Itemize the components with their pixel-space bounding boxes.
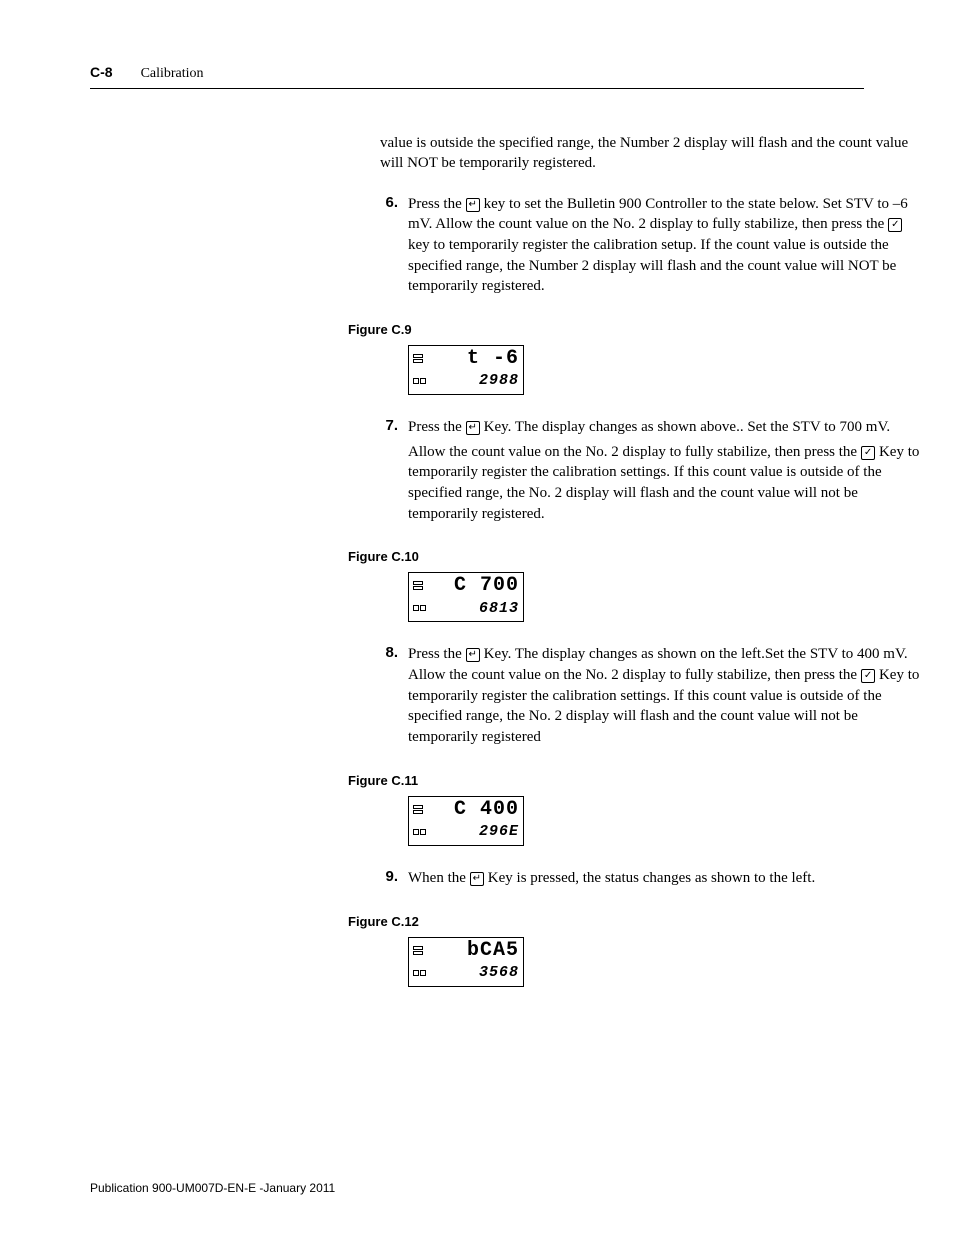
down-key-icon: ✓ [888,218,902,232]
figure-label: Figure C.11 [348,773,418,788]
step-7: 7. Press the ↵ Key. The display changes … [380,417,920,528]
step-number: 9. [380,868,398,893]
display-box-wrap: C 400 296E [408,796,864,846]
step-number: 8. [380,644,398,751]
step-body: When the ↵ Key is pressed, the status ch… [408,868,920,893]
figure-label-wrap: Figure C.12 [348,913,864,931]
publication-footer: Publication 900-UM007D-EN-E -January 201… [90,1181,335,1195]
content-column: value is outside the specified range, th… [380,133,920,301]
page: C-8 Calibration value is outside the spe… [0,0,954,1235]
page-header: C-8 Calibration [90,64,864,82]
display-line-2: 2988 [431,373,519,388]
down-key-icon: ✓ [861,446,875,460]
intro-paragraph: value is outside the specified range, th… [380,133,920,174]
return-key-icon: ↵ [470,872,484,886]
indicator-icons [413,946,431,956]
step-text: Key. The display changes as shown above.… [480,419,890,435]
step-8: 8. Press the ↵ Key. The display changes … [380,644,920,751]
display-line-1: bCA5 [431,941,519,961]
display-row-top: C 400 [413,799,519,821]
display-line-1: C 700 [431,576,519,596]
indicator-icons [413,605,431,611]
indicator-icons [413,829,431,835]
content-column: 7. Press the ↵ Key. The display changes … [380,417,920,528]
step-number: 6. [380,194,398,301]
display-row-bot: 6813 [413,597,519,619]
controller-display: bCA5 3568 [408,937,524,987]
step-body: Press the ↵ Key. The display changes as … [408,417,920,528]
page-number: C-8 [90,64,113,80]
display-row-bot: 2988 [413,370,519,392]
return-key-icon: ↵ [466,648,480,662]
step-number: 7. [380,417,398,528]
step-9: 9. When the ↵ Key is pressed, the status… [380,868,920,893]
display-line-2: 3568 [431,965,519,980]
figure-label: Figure C.10 [348,549,419,564]
display-row-top: C 700 [413,575,519,597]
indicator-icons [413,378,431,384]
display-row-top: t -6 [413,348,519,370]
step-text: Key. The display changes as shown on the… [408,646,908,683]
step-text: Key is pressed, the status changes as sh… [484,870,815,886]
return-key-icon: ↵ [466,421,480,435]
step-text: key to set the Bulletin 900 Controller t… [408,196,908,233]
indicator-icons [413,970,431,976]
content-column: 9. When the ↵ Key is pressed, the status… [380,868,920,893]
step-body: Press the ↵ Key. The display changes as … [408,644,920,751]
controller-display: t -6 2988 [408,345,524,395]
down-key-icon: ✓ [861,669,875,683]
step-text: Press the [408,646,466,662]
display-box-wrap: t -6 2988 [408,345,864,395]
display-line-1: C 400 [431,800,519,820]
step-6: 6. Press the ↵ key to set the Bulletin 9… [380,194,920,301]
step-text: When the [408,870,470,886]
controller-display: C 400 296E [408,796,524,846]
display-box-wrap: bCA5 3568 [408,937,864,987]
display-box-wrap: C 700 6813 [408,572,864,622]
indicator-icons [413,354,431,364]
display-row-bot: 3568 [413,962,519,984]
display-line-2: 6813 [431,601,519,616]
figure-label-wrap: Figure C.9 [348,321,864,339]
step-text: Press the [408,196,466,212]
figure-label: Figure C.12 [348,914,419,929]
return-key-icon: ↵ [466,198,480,212]
figure-label-wrap: Figure C.10 [348,548,864,566]
display-row-top: bCA5 [413,940,519,962]
step-text: key to temporarily register the calibrat… [408,237,896,294]
indicator-icons [413,581,431,591]
indicator-icons [413,805,431,815]
display-line-1: t -6 [431,349,519,369]
content-column: 8. Press the ↵ Key. The display changes … [380,644,920,751]
controller-display: C 700 6813 [408,572,524,622]
section-title: Calibration [141,66,204,82]
display-line-2: 296E [431,824,519,839]
display-row-bot: 296E [413,821,519,843]
step-text: Press the [408,419,466,435]
step-text: Allow the count value on the No. 2 displ… [408,444,861,460]
figure-label-wrap: Figure C.11 [348,772,864,790]
figure-label: Figure C.9 [348,322,412,337]
step-body: Press the ↵ key to set the Bulletin 900 … [408,194,920,301]
header-rule [90,88,864,89]
